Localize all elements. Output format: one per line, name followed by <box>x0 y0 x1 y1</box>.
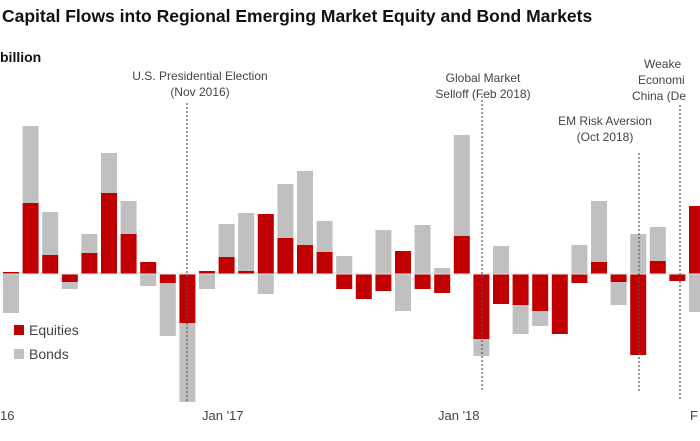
bonds-bar <box>689 274 700 312</box>
bonds-bar <box>179 323 196 402</box>
annotation-line: (Oct 2018) <box>576 130 634 144</box>
bonds-bar <box>395 274 411 311</box>
x-tick-label: 16 <box>0 408 15 423</box>
annotation-us-election: U.S. Presidential Election (Nov 2016) <box>110 68 290 100</box>
bonds-bar <box>199 274 215 289</box>
x-tick-label: Jan '18 <box>438 408 480 423</box>
equities-bar <box>571 274 588 283</box>
legend-label: Equities <box>29 322 79 338</box>
equities-bar <box>355 274 372 299</box>
equities-bar <box>3 272 19 274</box>
equities-bar <box>22 203 39 274</box>
equities-bar <box>159 274 176 283</box>
bonds-bar <box>297 171 313 245</box>
annotation-line: Selloff (Feb 2018) <box>435 87 531 101</box>
equities-bar <box>101 193 117 274</box>
annotation-line: Weake <box>644 57 682 71</box>
equities-bar <box>336 274 353 289</box>
bonds-bar <box>61 282 78 289</box>
equities-bar <box>395 251 411 274</box>
bonds-bar <box>630 234 647 274</box>
equities-bar <box>218 257 235 274</box>
bonds-bar <box>336 256 353 274</box>
equities-bar <box>120 234 137 274</box>
equities-bar <box>434 274 451 293</box>
bonds-bar <box>316 221 333 252</box>
equities-bar <box>473 274 490 339</box>
equities-bar <box>375 274 392 291</box>
bonds-bar <box>140 274 157 286</box>
x-tick-label: Jan '17 <box>202 408 244 423</box>
bonds-bar <box>591 201 607 262</box>
equities-bar <box>199 271 215 274</box>
equities-bar <box>257 214 274 274</box>
bonds-bar <box>493 246 509 274</box>
legend-equities: Equities <box>14 322 79 338</box>
bonds-bar <box>101 153 117 193</box>
bonds-bar <box>257 274 274 294</box>
bonds-bar <box>375 230 392 274</box>
legend-swatch-bonds <box>14 349 24 359</box>
equities-bar <box>669 274 686 281</box>
bonds-bar <box>218 224 235 257</box>
equities-bar <box>179 274 196 323</box>
bonds-bar <box>512 305 529 334</box>
bonds-bar <box>571 245 588 274</box>
equities-bar <box>316 252 333 274</box>
equities-bar <box>689 206 700 274</box>
equities-bar <box>453 236 470 274</box>
equities-bar <box>81 253 98 274</box>
equities-bar <box>277 238 294 274</box>
legend-swatch-equities <box>14 325 24 335</box>
legend-label: Bonds <box>29 346 69 362</box>
annotation-line: Global Market <box>445 71 521 85</box>
bonds-bar <box>434 268 451 274</box>
equities-bar <box>610 274 627 282</box>
annotation-global-selloff: Global Market Selloff (Feb 2018) <box>423 70 543 102</box>
legend-bonds: Bonds <box>14 346 69 362</box>
y-axis-label: billion <box>0 49 42 65</box>
annotation-line: (Nov 2016) <box>170 85 230 99</box>
bonds-bar <box>120 201 137 234</box>
annotation-em-risk-aversion: EM Risk Aversion (Oct 2018) <box>545 113 665 145</box>
equities-bar <box>493 274 509 304</box>
equities-bar <box>297 245 313 274</box>
bonds-bar <box>81 234 98 253</box>
equities-bar <box>630 274 647 355</box>
equities-bar <box>551 274 568 334</box>
equities-bar <box>649 261 666 274</box>
annotation-china: Weake Economi China (De <box>632 56 686 104</box>
bonds-bar <box>22 126 39 203</box>
bonds-bar <box>453 135 470 236</box>
equities-bar <box>532 274 549 311</box>
equities-bar <box>591 262 607 274</box>
bonds-bar <box>649 227 666 261</box>
bonds-bar <box>532 311 549 326</box>
annotation-line: Economi <box>638 73 685 87</box>
equities-bar <box>512 274 529 305</box>
bonds-bar <box>159 283 176 336</box>
bonds-bar <box>277 184 294 238</box>
x-tick-label: F <box>690 408 698 423</box>
equities-bar <box>414 274 431 289</box>
equities-bar <box>61 274 78 282</box>
equities-bar <box>140 262 157 274</box>
annotation-line: U.S. Presidential Election <box>132 69 268 83</box>
bonds-bar <box>3 274 19 313</box>
annotation-line: China (De <box>632 89 687 103</box>
equities-bar <box>42 255 59 274</box>
chart-title: Capital Flows into Regional Emerging Mar… <box>2 6 593 26</box>
equities-bar <box>238 271 255 274</box>
bonds-bar <box>610 282 627 305</box>
bonds-bar <box>414 225 431 274</box>
bonds-bar <box>473 339 490 356</box>
bonds-bar <box>42 212 59 255</box>
bonds-bar <box>238 213 255 271</box>
annotation-line: EM Risk Aversion <box>558 114 652 128</box>
